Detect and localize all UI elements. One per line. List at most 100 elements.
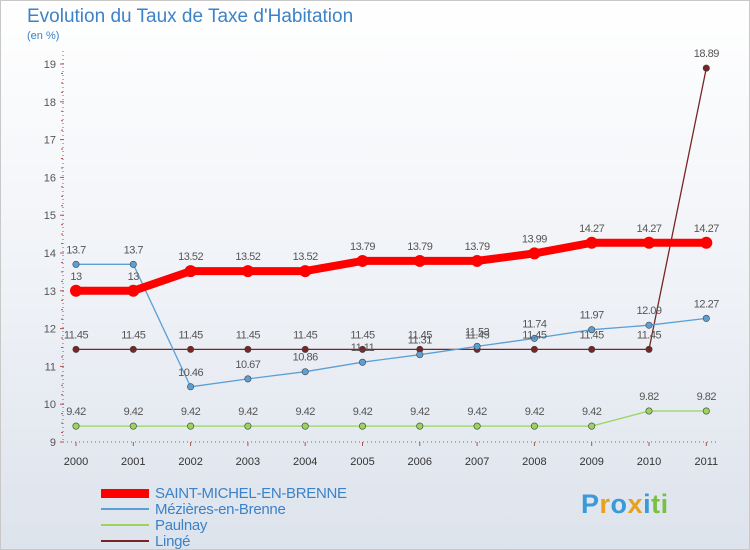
data-point (416, 422, 424, 430)
legend-label: Mézières-en-Brenne (155, 500, 286, 518)
x-tick-label: 2002 (178, 456, 202, 468)
data-point (299, 265, 312, 278)
data-label: 13.99 (522, 233, 547, 245)
data-point (643, 236, 655, 249)
y-tick-label: 10 (44, 399, 56, 411)
data-point (645, 345, 653, 353)
brand-logo: Proxiti (581, 489, 669, 520)
data-label: 10.67 (235, 359, 260, 371)
data-label: 13.79 (407, 241, 432, 253)
data-point (530, 422, 538, 430)
data-label: 11.97 (580, 310, 605, 322)
data-label: 9.42 (295, 406, 315, 418)
data-point (588, 345, 596, 353)
data-label: 11.11 (351, 342, 375, 354)
data-point (356, 254, 369, 267)
data-label: 13.52 (178, 251, 203, 263)
data-point (702, 64, 710, 72)
data-point (473, 422, 481, 430)
chart-legend: SAINT-MICHEL-EN-BRENNE Mézières-en-Brenne… (101, 485, 347, 549)
data-point (413, 254, 426, 267)
x-tick-label: 2007 (465, 456, 489, 468)
data-label: 9.82 (697, 391, 717, 403)
brand-letter: r (599, 489, 611, 519)
data-point (471, 254, 484, 267)
data-label: 9.42 (582, 406, 602, 418)
data-point (358, 345, 366, 353)
data-label: 11.45 (178, 329, 203, 341)
data-point (358, 422, 366, 430)
data-point (70, 284, 82, 297)
legend-label: SAINT-MICHEL-EN-BRENNE (155, 484, 347, 502)
x-tick-label: 2004 (293, 456, 317, 468)
chart-unit-label: (en %) (27, 30, 60, 42)
data-label: 11.45 (236, 329, 261, 341)
data-label: 14.27 (579, 223, 604, 235)
data-point (301, 345, 309, 353)
y-tick-label: 14 (44, 248, 56, 260)
data-label: 11.45 (522, 329, 547, 341)
data-label: 9.42 (66, 406, 86, 418)
data-point (588, 326, 596, 334)
data-point (244, 345, 252, 353)
series-line (76, 263, 707, 388)
data-point (585, 236, 598, 249)
data-label: 10.86 (293, 352, 318, 364)
data-label: 9.42 (238, 406, 258, 418)
data-label: 13.79 (350, 241, 375, 253)
data-point (72, 345, 80, 353)
brand-letter: i (643, 489, 652, 519)
data-label: 12.09 (636, 305, 661, 317)
data-point (184, 265, 197, 278)
data-label: 9.42 (353, 406, 373, 418)
data-label: 11.74 (522, 318, 547, 330)
data-point (645, 321, 653, 329)
series-line (76, 410, 707, 427)
data-point (528, 247, 541, 260)
data-label: 9.42 (124, 406, 144, 418)
brand-letter: o (610, 489, 628, 519)
data-label: 13.52 (293, 251, 318, 263)
legend-swatch (101, 508, 149, 510)
y-tick-label: 9 (50, 437, 56, 449)
y-tick-label: 19 (44, 59, 56, 71)
brand-letter: i (660, 489, 669, 519)
data-label: 9.82 (639, 391, 659, 403)
data-point (129, 260, 137, 268)
data-point (187, 383, 195, 391)
data-point (187, 345, 195, 353)
data-point (72, 422, 80, 430)
data-label: 11.53 (465, 326, 490, 338)
data-label: 11.45 (64, 329, 89, 341)
data-label: 13 (128, 271, 140, 283)
data-label: 11.45 (637, 329, 662, 341)
data-point (588, 422, 596, 430)
data-label: 9.42 (525, 406, 545, 418)
data-point (645, 407, 653, 415)
data-label: 11.45 (293, 329, 318, 341)
y-tick-label: 12 (44, 324, 56, 336)
x-tick-label: 2000 (64, 456, 88, 468)
data-point (129, 345, 137, 353)
data-label: 11.45 (350, 329, 375, 341)
data-point (416, 351, 424, 359)
x-tick-label: 2003 (236, 456, 260, 468)
data-label: 9.42 (410, 406, 430, 418)
x-tick-label: 2011 (694, 456, 718, 468)
y-tick-label: 15 (44, 210, 56, 222)
data-point (700, 236, 713, 249)
y-tick-label: 13 (44, 286, 56, 298)
data-label: 18.89 (694, 48, 719, 60)
data-label: 13.7 (66, 244, 86, 256)
legend-item: Mézières-en-Brenne (101, 500, 347, 518)
data-label: 11.45 (121, 329, 146, 341)
data-label: 12.27 (694, 298, 719, 310)
brand-letter: P (581, 489, 600, 519)
y-tick-label: 11 (45, 361, 56, 373)
data-point (530, 345, 538, 353)
data-label: 11.45 (408, 329, 433, 341)
chart-title: Evolution du Taux de Taxe d'Habitation (27, 6, 354, 27)
x-tick-label: 2006 (408, 456, 432, 468)
